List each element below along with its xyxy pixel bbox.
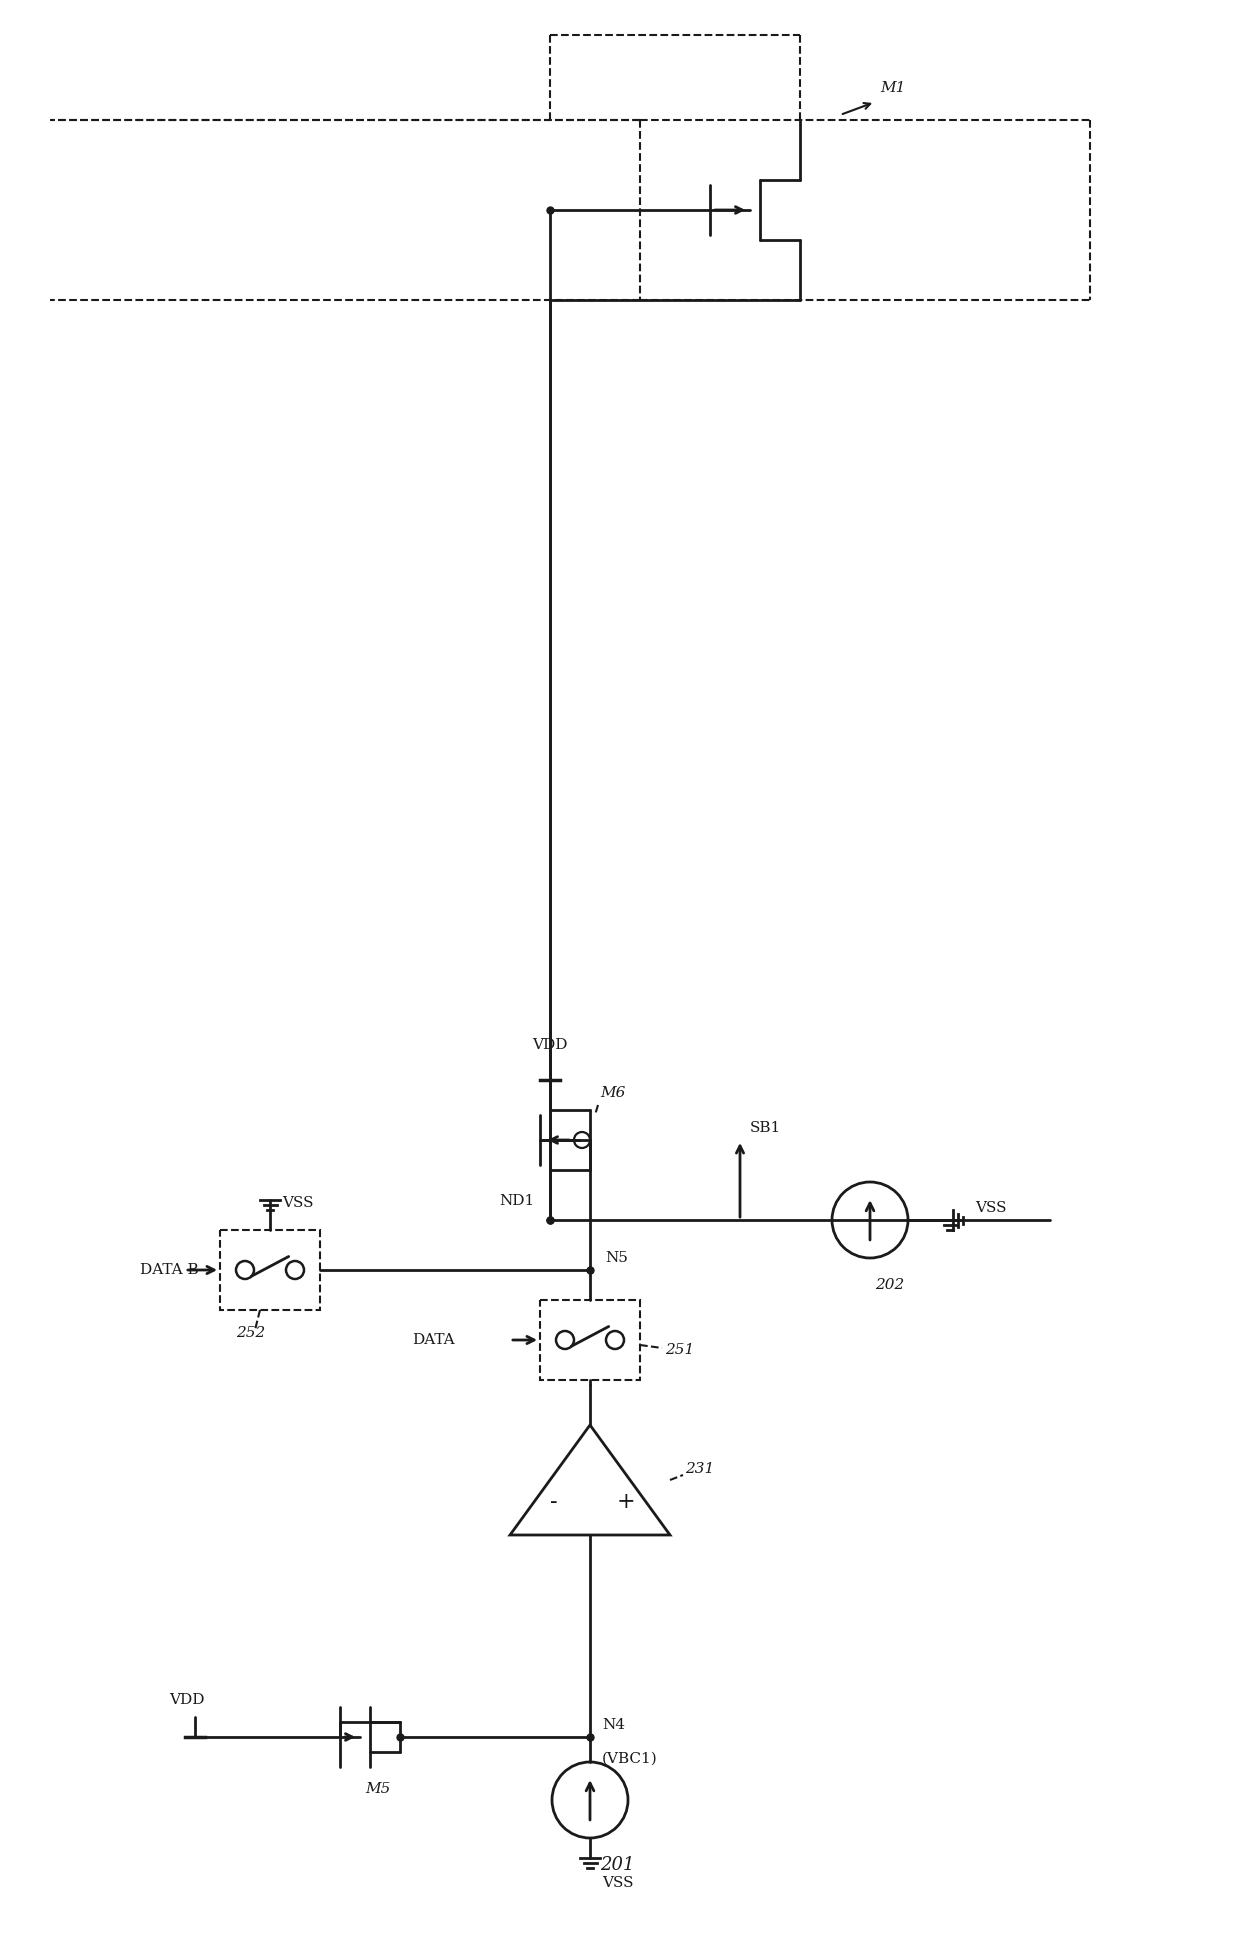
Text: VSS: VSS (601, 1876, 634, 1890)
Text: 201: 201 (600, 1856, 635, 1874)
Text: -: - (551, 1490, 558, 1514)
Text: N5: N5 (605, 1251, 627, 1264)
Text: VDD: VDD (532, 1038, 568, 1052)
Text: +: + (616, 1490, 635, 1514)
Text: DATA: DATA (413, 1332, 455, 1346)
Text: DATA B: DATA B (140, 1262, 198, 1278)
Text: VDD: VDD (169, 1693, 205, 1706)
Text: N4: N4 (601, 1718, 625, 1732)
Text: 202: 202 (875, 1278, 904, 1292)
Text: VSS: VSS (975, 1202, 1007, 1216)
Text: VSS: VSS (281, 1196, 314, 1210)
Text: 252: 252 (236, 1327, 265, 1340)
Text: SB1: SB1 (750, 1120, 781, 1136)
Text: (VBC1): (VBC1) (601, 1751, 657, 1767)
Text: 251: 251 (665, 1342, 694, 1358)
Text: ND1: ND1 (500, 1194, 534, 1208)
Text: 231: 231 (684, 1463, 714, 1477)
Text: M5: M5 (365, 1782, 391, 1796)
Text: M6: M6 (600, 1085, 625, 1101)
Text: M1: M1 (880, 82, 905, 95)
